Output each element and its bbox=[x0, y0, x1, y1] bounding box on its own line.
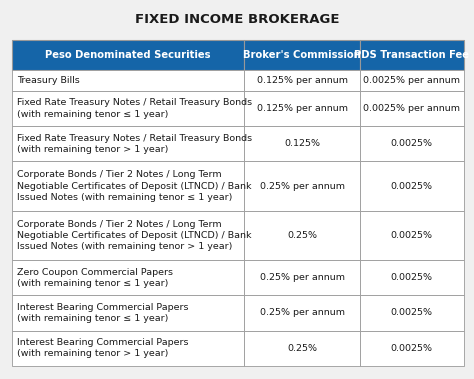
Bar bbox=[12, 161, 245, 211]
Text: 0.25%: 0.25% bbox=[287, 344, 317, 352]
Text: 0.25% per annum: 0.25% per annum bbox=[260, 273, 345, 282]
Bar bbox=[12, 70, 245, 91]
Text: 0.25%: 0.25% bbox=[287, 231, 317, 240]
Bar bbox=[12, 211, 245, 260]
Text: Fixed Rate Treasury Notes / Retail Treasury Bonds
(with remaining tenor ≤ 1 year: Fixed Rate Treasury Notes / Retail Treas… bbox=[17, 99, 252, 119]
Text: Corporate Bonds / Tier 2 Notes / Long Term
Negotiable Certificates of Deposit (L: Corporate Bonds / Tier 2 Notes / Long Te… bbox=[17, 220, 251, 251]
Text: 0.125% per annum: 0.125% per annum bbox=[256, 104, 347, 113]
Bar bbox=[245, 40, 360, 70]
Bar bbox=[360, 161, 464, 211]
Bar bbox=[12, 126, 245, 161]
Bar bbox=[360, 70, 464, 91]
Bar bbox=[245, 211, 360, 260]
Text: Broker's Commission: Broker's Commission bbox=[243, 50, 361, 60]
Bar bbox=[245, 91, 360, 126]
Text: 0.0025%: 0.0025% bbox=[391, 231, 433, 240]
Text: 0.125% per annum: 0.125% per annum bbox=[256, 76, 347, 85]
Text: 0.0025% per annum: 0.0025% per annum bbox=[363, 76, 460, 85]
Bar bbox=[245, 126, 360, 161]
Text: Peso Denominated Securities: Peso Denominated Securities bbox=[46, 50, 211, 60]
Bar bbox=[360, 211, 464, 260]
Text: 0.0025%: 0.0025% bbox=[391, 273, 433, 282]
Text: 0.0025%: 0.0025% bbox=[391, 182, 433, 191]
Bar bbox=[360, 91, 464, 126]
Bar bbox=[245, 295, 360, 330]
Text: 0.125%: 0.125% bbox=[284, 139, 320, 148]
Bar bbox=[360, 295, 464, 330]
Bar bbox=[245, 330, 360, 366]
Bar bbox=[245, 70, 360, 91]
Text: 0.0025%: 0.0025% bbox=[391, 309, 433, 318]
Text: 0.25% per annum: 0.25% per annum bbox=[260, 309, 345, 318]
Text: Interest Bearing Commercial Papers
(with remaining tenor ≤ 1 year): Interest Bearing Commercial Papers (with… bbox=[17, 303, 188, 323]
Bar bbox=[12, 260, 245, 295]
Bar bbox=[245, 161, 360, 211]
Text: Treasury Bills: Treasury Bills bbox=[17, 76, 79, 85]
Text: PDS Transaction Fee: PDS Transaction Fee bbox=[354, 50, 469, 60]
Text: 0.0025% per annum: 0.0025% per annum bbox=[363, 104, 460, 113]
Text: Interest Bearing Commercial Papers
(with remaining tenor > 1 year): Interest Bearing Commercial Papers (with… bbox=[17, 338, 188, 358]
Text: 0.25% per annum: 0.25% per annum bbox=[260, 182, 345, 191]
Bar bbox=[360, 330, 464, 366]
Text: Corporate Bonds / Tier 2 Notes / Long Term
Negotiable Certificates of Deposit (L: Corporate Bonds / Tier 2 Notes / Long Te… bbox=[17, 171, 251, 202]
Bar bbox=[245, 260, 360, 295]
Bar bbox=[360, 40, 464, 70]
Text: 0.0025%: 0.0025% bbox=[391, 344, 433, 352]
Bar bbox=[12, 295, 245, 330]
Bar bbox=[12, 91, 245, 126]
Text: 0.0025%: 0.0025% bbox=[391, 139, 433, 148]
Text: Zero Coupon Commercial Papers
(with remaining tenor ≤ 1 year): Zero Coupon Commercial Papers (with rema… bbox=[17, 268, 173, 288]
Bar bbox=[360, 126, 464, 161]
Text: FIXED INCOME BROKERAGE: FIXED INCOME BROKERAGE bbox=[135, 13, 339, 26]
Bar bbox=[12, 330, 245, 366]
Bar bbox=[360, 260, 464, 295]
Text: Fixed Rate Treasury Notes / Retail Treasury Bonds
(with remaining tenor > 1 year: Fixed Rate Treasury Notes / Retail Treas… bbox=[17, 134, 252, 154]
Bar bbox=[12, 40, 245, 70]
